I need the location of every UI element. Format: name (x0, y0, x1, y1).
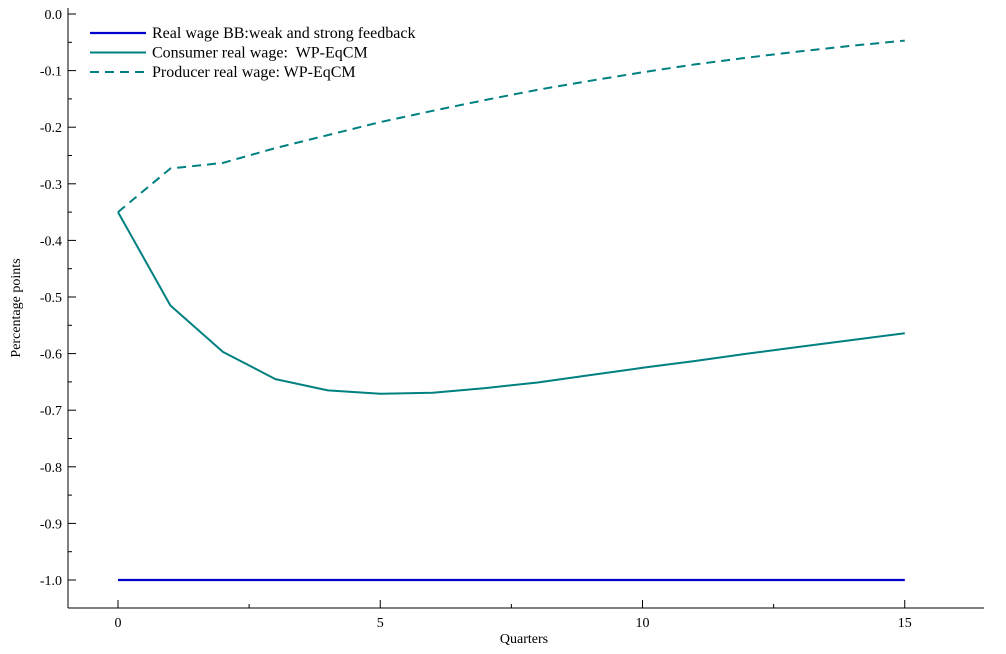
y-tick-label: -0.7 (40, 404, 62, 419)
y-axis-title: Percentage points (9, 258, 24, 357)
x-tick-label: 15 (898, 616, 912, 631)
series-line-2 (117, 211, 905, 395)
y-tick-label: -1.0 (40, 574, 62, 589)
y-tick-label: -0.9 (40, 517, 62, 532)
y-tick-label: -0.1 (40, 65, 62, 80)
y-tick-label: -0.8 (40, 461, 62, 476)
series-lines (117, 39, 905, 582)
y-tick-label: 0.0 (45, 8, 63, 23)
y-tick-label: -0.6 (40, 348, 62, 363)
legend-label: Real wage BB:weak and strong feedback (152, 25, 415, 42)
x-axis-title: Quarters (500, 632, 548, 647)
y-tick-label: -0.5 (40, 291, 62, 306)
axes: 0.0 -0.1 -0.2 -0.3 -0.4 -0.5 -0.6 -0.7 -0.8 -0.9 -… (40, 8, 984, 631)
legend: Real wage BB:weak and strong feedback Con… (90, 25, 415, 81)
legend-label: Consumer real wage: WP-EqCM (152, 45, 368, 62)
legend-label: Producer real wage: WP-EqCM (152, 64, 356, 81)
y-tick-label: -0.3 (40, 178, 62, 193)
x-tick-label: 0 (115, 616, 122, 631)
y-tick-label: -0.2 (40, 121, 62, 136)
y-tick-label: -0.4 (40, 234, 62, 249)
x-tick-label: 10 (636, 616, 650, 631)
series-line-3 (117, 39, 905, 213)
x-tick-label: 5 (377, 616, 384, 631)
